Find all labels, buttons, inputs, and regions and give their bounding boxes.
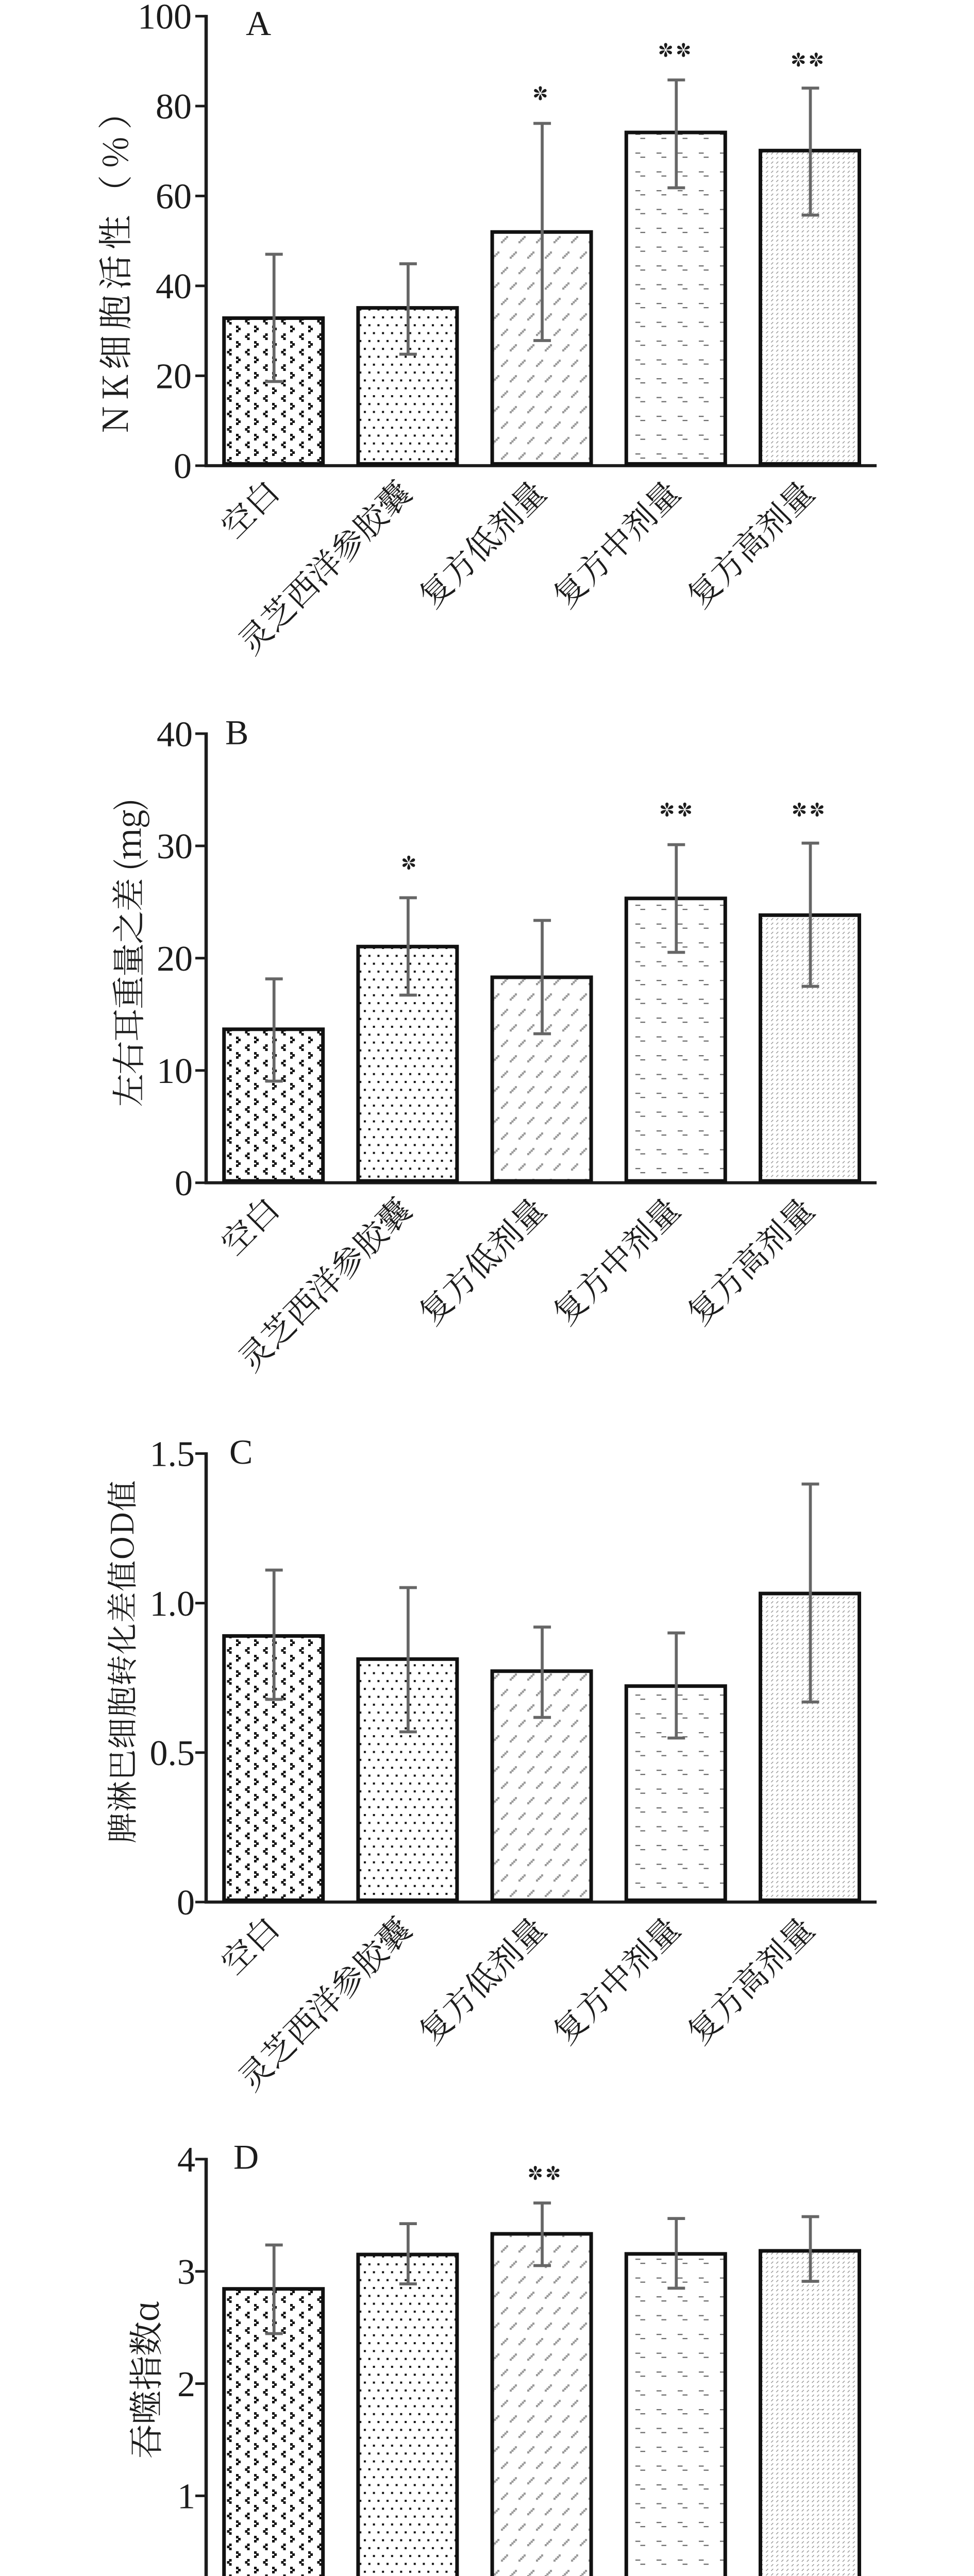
svg-text:3: 3: [177, 2252, 195, 2292]
svg-text:4: 4: [177, 2140, 195, 2180]
svg-text:0: 0: [174, 447, 192, 486]
svg-text:1.5: 1.5: [150, 1435, 195, 1475]
svg-text:0.5: 0.5: [150, 1734, 195, 1773]
svg-text:80: 80: [156, 87, 192, 127]
svg-text:30: 30: [157, 827, 193, 867]
svg-text:100: 100: [138, 0, 192, 37]
svg-text:1: 1: [177, 2477, 195, 2517]
svg-text:A: A: [246, 4, 271, 43]
svg-text:C: C: [229, 1432, 253, 1471]
svg-text:40: 40: [157, 715, 193, 754]
svg-text:D: D: [233, 2138, 259, 2177]
svg-text:40: 40: [156, 267, 192, 307]
svg-text:60: 60: [156, 177, 192, 217]
svg-text:2: 2: [177, 2365, 195, 2404]
svg-text:B: B: [225, 713, 248, 752]
svg-text:20: 20: [157, 939, 193, 979]
svg-text:0: 0: [177, 1883, 195, 1923]
svg-text:20: 20: [156, 357, 192, 397]
svg-text:1.0: 1.0: [150, 1584, 195, 1624]
svg-text:10: 10: [157, 1052, 193, 1091]
svg-text:0: 0: [175, 1164, 193, 1204]
